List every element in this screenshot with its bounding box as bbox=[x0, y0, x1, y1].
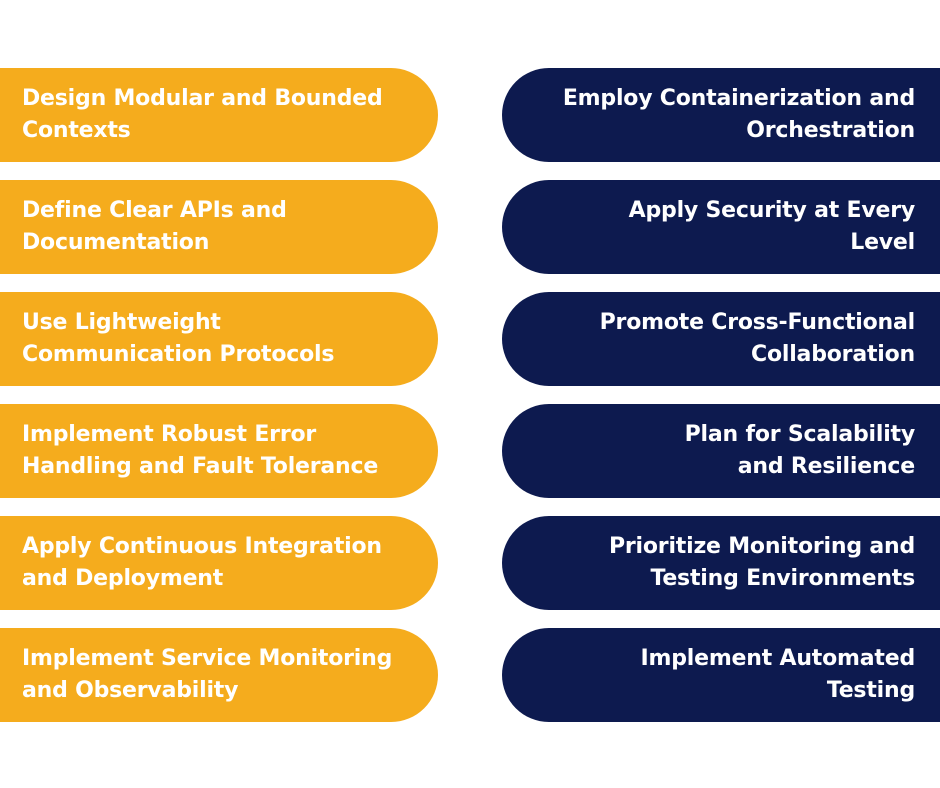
left-pill-1: Design Modular and Bounded Contexts bbox=[0, 68, 438, 162]
right-pill-3: Promote Cross-Functional Collaboration bbox=[502, 292, 940, 386]
right-pill-2: Apply Security at Every Level bbox=[502, 180, 940, 274]
left-pill-6: Implement Service Monitoring and Observa… bbox=[0, 628, 438, 722]
left-pill-4-label: Implement Robust Error Handling and Faul… bbox=[22, 422, 379, 479]
left-pill-2-label: Define Clear APIs and Documentation bbox=[22, 198, 287, 255]
right-pill-6-label: Implement Automated Testing bbox=[640, 646, 916, 703]
left-pill-3: Use Lightweight Communication Protocols bbox=[0, 292, 438, 386]
left-pill-3-label: Use Lightweight Communication Protocols bbox=[22, 310, 335, 367]
right-pill-1-label: Employ Containerization and Orchestratio… bbox=[562, 86, 915, 143]
left-pill-5-label: Apply Continuous Integration and Deploym… bbox=[22, 534, 382, 591]
right-pill-4: Plan for Scalability and Resilience bbox=[502, 404, 940, 498]
right-pill-6: Implement Automated Testing bbox=[502, 628, 940, 722]
left-pill-2: Define Clear APIs and Documentation bbox=[0, 180, 438, 274]
right-pill-3-label: Promote Cross-Functional Collaboration bbox=[599, 310, 916, 367]
left-pill-5: Apply Continuous Integration and Deploym… bbox=[0, 516, 438, 610]
left-pill-1-label: Design Modular and Bounded Contexts bbox=[22, 86, 383, 143]
left-pill-4: Implement Robust Error Handling and Faul… bbox=[0, 404, 438, 498]
right-pill-5: Prioritize Monitoring and Testing Enviro… bbox=[502, 516, 940, 610]
right-pill-1: Employ Containerization and Orchestratio… bbox=[502, 68, 940, 162]
right-pill-4-label: Plan for Scalability and Resilience bbox=[684, 422, 916, 479]
left-pill-6-label: Implement Service Monitoring and Observa… bbox=[22, 646, 393, 703]
right-pill-2-label: Apply Security at Every Level bbox=[628, 198, 916, 255]
right-pill-5-label: Prioritize Monitoring and Testing Enviro… bbox=[608, 534, 915, 591]
